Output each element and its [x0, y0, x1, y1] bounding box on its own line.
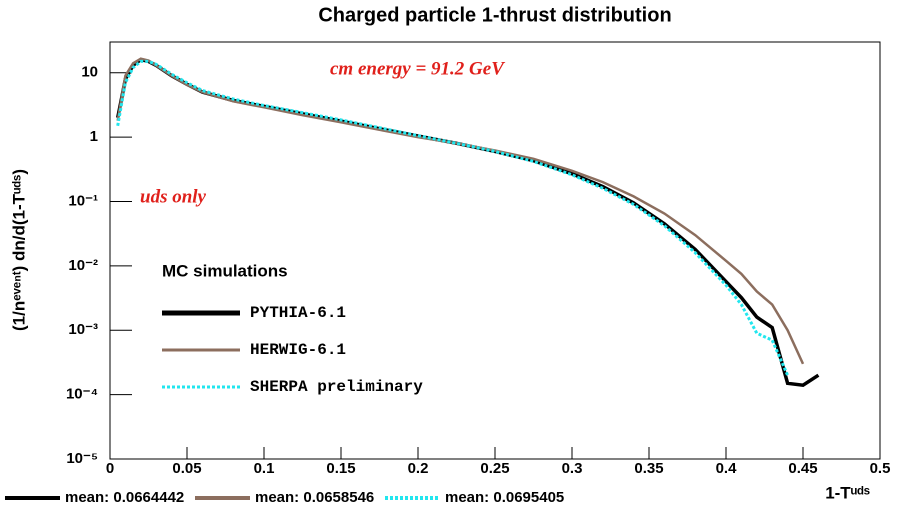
mean-label: mean: 0.0658546 [255, 489, 374, 506]
x-tick-label: 0.15 [326, 460, 355, 477]
x-tick-label: 0.35 [634, 460, 663, 477]
x-tick-label: 0.4 [716, 460, 738, 477]
x-axis-label: 1-Tᵘᵈˢ [825, 483, 870, 502]
y-tick-label: 10⁻² [68, 257, 98, 274]
y-tick-label: 10⁻⁴ [66, 386, 98, 403]
y-tick-label: 1 [90, 128, 98, 145]
y-tick-label: 10⁻⁵ [66, 450, 98, 467]
x-tick-label: 0.45 [788, 460, 817, 477]
legend-label: SHERPA preliminary [250, 378, 423, 396]
y-tick-label: 10⁻³ [68, 321, 98, 338]
x-tick-label: 0.25 [480, 460, 509, 477]
mean-label: mean: 0.0664442 [65, 489, 184, 506]
series-line [115, 57, 820, 388]
x-tick-label: 0.05 [172, 460, 201, 477]
legend-title: MC simulations [162, 261, 288, 280]
y-tick-label: 10⁻¹ [68, 192, 98, 209]
legend-label: PYTHIA-6.1 [250, 304, 346, 322]
x-tick-label: 0.3 [562, 460, 583, 477]
x-tick-label: 0.1 [254, 460, 275, 477]
x-tick-label: 0.2 [408, 460, 429, 477]
x-tick-label: 0 [106, 460, 114, 477]
annotation: uds only [140, 186, 207, 207]
y-axis-label: (1/nᵉᵛᵉⁿᵗ) dn/d(1-Tᵘᵈˢ) [9, 169, 28, 331]
y-tick-label: 10 [81, 64, 98, 81]
series-line [118, 61, 819, 394]
annotation: cm energy = 91.2 GeV [330, 58, 505, 79]
plot-frame [109, 41, 881, 460]
chart-title: Charged particle 1-thrust distribution [318, 4, 671, 26]
legend-label: HERWIG-6.1 [250, 341, 346, 359]
x-tick-label: 0.5 [870, 460, 891, 477]
mean-label: mean: 0.0695405 [445, 489, 564, 506]
series-line [118, 59, 834, 384]
